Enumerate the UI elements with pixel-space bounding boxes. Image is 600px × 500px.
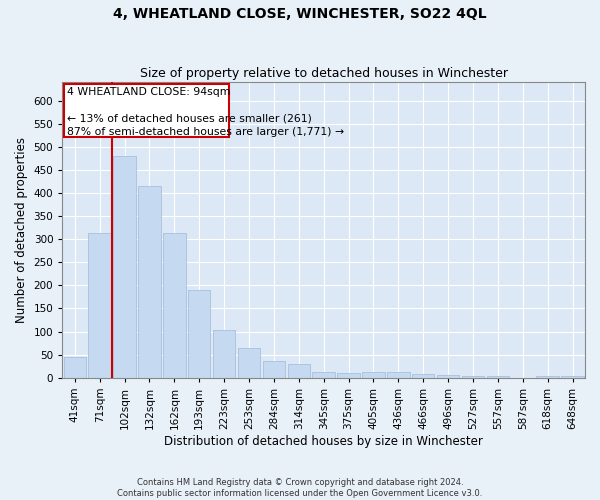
Text: 87% of semi-detached houses are larger (1,771) →: 87% of semi-detached houses are larger (… — [67, 127, 344, 137]
Bar — [362, 372, 385, 378]
Bar — [138, 186, 161, 378]
Bar — [188, 290, 211, 378]
FancyBboxPatch shape — [64, 84, 229, 136]
Bar — [412, 374, 434, 378]
Bar — [238, 348, 260, 378]
Y-axis label: Number of detached properties: Number of detached properties — [15, 137, 28, 323]
Bar — [462, 376, 484, 378]
Bar — [536, 376, 559, 378]
Bar — [263, 360, 285, 378]
Bar — [487, 376, 509, 378]
Bar — [437, 376, 460, 378]
Bar — [213, 330, 235, 378]
Bar — [113, 156, 136, 378]
Title: Size of property relative to detached houses in Winchester: Size of property relative to detached ho… — [140, 66, 508, 80]
Text: 4 WHEATLAND CLOSE: 94sqm: 4 WHEATLAND CLOSE: 94sqm — [67, 87, 230, 97]
Bar — [88, 233, 111, 378]
Bar — [313, 372, 335, 378]
Bar — [287, 364, 310, 378]
Bar — [64, 357, 86, 378]
X-axis label: Distribution of detached houses by size in Winchester: Distribution of detached houses by size … — [164, 434, 483, 448]
Bar — [562, 376, 584, 378]
Text: 4, WHEATLAND CLOSE, WINCHESTER, SO22 4QL: 4, WHEATLAND CLOSE, WINCHESTER, SO22 4QL — [113, 8, 487, 22]
Text: ← 13% of detached houses are smaller (261): ← 13% of detached houses are smaller (26… — [67, 113, 312, 123]
Bar — [337, 373, 360, 378]
Text: Contains HM Land Registry data © Crown copyright and database right 2024.
Contai: Contains HM Land Registry data © Crown c… — [118, 478, 482, 498]
Bar — [163, 233, 185, 378]
Bar — [387, 372, 410, 378]
